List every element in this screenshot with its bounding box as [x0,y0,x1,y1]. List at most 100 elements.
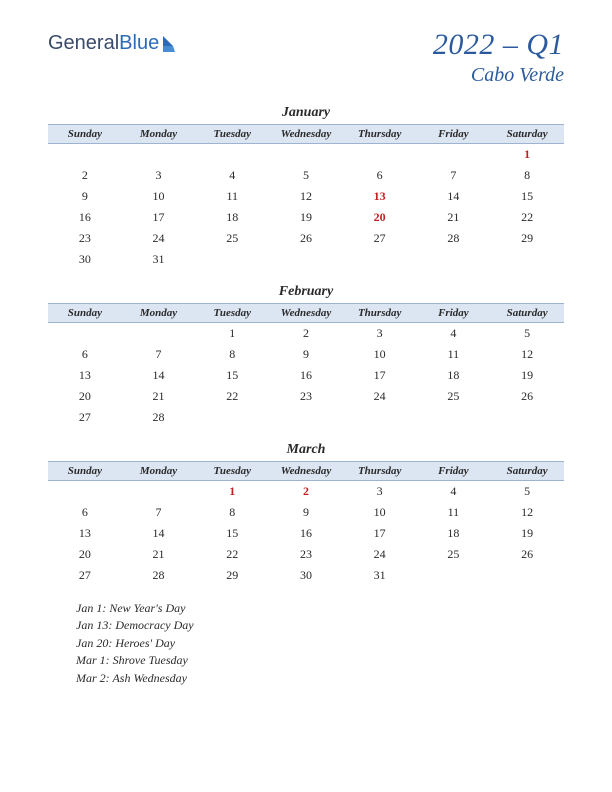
day-header: Thursday [343,304,417,323]
holiday-item: Jan 13: Democracy Day [76,617,564,634]
calendar-cell [122,323,196,345]
calendar-cell [48,481,122,503]
calendar-row: 9101112131415 [48,186,564,207]
calendar-cell: 16 [269,523,343,544]
months-container: JanuarySundayMondayTuesdayWednesdayThurs… [48,105,564,586]
calendar-cell: 12 [269,186,343,207]
calendar-cell [122,144,196,166]
calendar-cell [417,249,491,270]
calendar-cell: 4 [195,165,269,186]
calendar-row: 13141516171819 [48,365,564,386]
calendar-cell [343,249,417,270]
calendar-cell: 27 [343,228,417,249]
day-header: Friday [417,462,491,481]
calendar-cell: 18 [417,523,491,544]
calendar-cell: 18 [195,207,269,228]
calendar-cell: 24 [122,228,196,249]
day-header: Monday [122,304,196,323]
header: GeneralBlue 2022 – Q1 Cabo Verde [48,28,564,87]
calendar-cell: 7 [417,165,491,186]
calendar-cell: 3 [343,323,417,345]
calendar-cell: 14 [122,523,196,544]
month-name: March [48,442,564,458]
calendar-cell [195,407,269,428]
calendar-cell: 1 [195,323,269,345]
calendar-cell: 10 [343,502,417,523]
calendar-cell: 22 [195,386,269,407]
calendar-cell: 28 [417,228,491,249]
calendar-cell [122,481,196,503]
calendar-cell: 9 [269,502,343,523]
calendar-cell: 25 [195,228,269,249]
day-header: Monday [122,125,196,144]
logo-text-blue: Blue [119,32,159,55]
calendar-row: 12345 [48,323,564,345]
calendar-cell: 10 [343,344,417,365]
calendar-cell: 16 [48,207,122,228]
calendar-cell: 21 [417,207,491,228]
day-header: Wednesday [269,462,343,481]
holiday-item: Jan 1: New Year's Day [76,600,564,617]
calendar-cell: 4 [417,323,491,345]
calendar-cell: 24 [343,544,417,565]
calendar-cell: 8 [490,165,564,186]
calendar-cell: 31 [343,565,417,586]
calendar-cell [417,407,491,428]
calendar-cell: 5 [490,323,564,345]
calendar-cell: 2 [269,481,343,503]
logo: GeneralBlue [48,28,179,55]
day-header: Wednesday [269,304,343,323]
calendar-row: 23242526272829 [48,228,564,249]
calendar-cell: 6 [48,502,122,523]
day-header: Sunday [48,462,122,481]
calendar-cell: 29 [490,228,564,249]
calendar-cell: 8 [195,502,269,523]
logo-sail-icon [161,34,179,54]
holiday-item: Jan 20: Heroes' Day [76,635,564,652]
title-main: 2022 – Q1 [433,28,564,62]
calendar-cell: 1 [490,144,564,166]
calendar-cell: 17 [122,207,196,228]
day-header: Wednesday [269,125,343,144]
calendar-cell: 20 [48,386,122,407]
month-block: February SundayMondayTuesdayWednesdayThur… [48,284,564,428]
calendar-cell: 22 [490,207,564,228]
calendar-row: 20212223242526 [48,386,564,407]
calendar-cell: 30 [269,565,343,586]
day-header: Thursday [343,125,417,144]
calendar-cell: 17 [343,523,417,544]
calendar-row: 16171819202122 [48,207,564,228]
calendar-cell [269,407,343,428]
calendar-cell: 11 [417,344,491,365]
day-header: Sunday [48,125,122,144]
calendar-cell: 2 [269,323,343,345]
calendar-cell: 28 [122,565,196,586]
calendar-cell [48,144,122,166]
calendar-cell: 3 [343,481,417,503]
calendar-cell [417,565,491,586]
day-header: Saturday [490,125,564,144]
month-block: MarchSundayMondayTuesdayWednesdayThursda… [48,442,564,586]
calendar-cell: 5 [269,165,343,186]
calendar-cell: 7 [122,502,196,523]
month-name: February [48,284,564,300]
holiday-item: Mar 1: Shrove Tuesday [76,652,564,669]
calendar-cell: 17 [343,365,417,386]
calendar-cell: 16 [269,365,343,386]
calendar-cell [195,144,269,166]
calendar-cell [343,407,417,428]
calendar-cell: 13 [48,523,122,544]
calendar-cell: 8 [195,344,269,365]
calendar-cell: 6 [343,165,417,186]
calendar-table: SundayMondayTuesdayWednesdayThursdayFrid… [48,303,564,428]
calendar-cell: 6 [48,344,122,365]
calendar-cell: 25 [417,544,491,565]
calendar-cell: 14 [417,186,491,207]
calendar-row: 3031 [48,249,564,270]
calendar-cell: 2 [48,165,122,186]
calendar-cell: 23 [269,544,343,565]
calendar-cell: 28 [122,407,196,428]
day-header: Friday [417,304,491,323]
calendar-table: SundayMondayTuesdayWednesdayThursdayFrid… [48,124,564,270]
calendar-cell: 15 [195,365,269,386]
